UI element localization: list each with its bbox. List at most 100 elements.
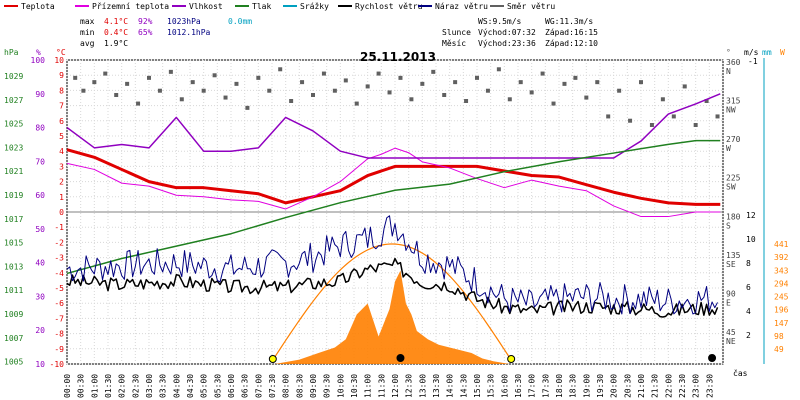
time-tick-label: 17:00 [528,374,537,398]
time-tick-label: 12:00 [391,374,400,398]
time-tick-label: 08:00 [282,374,291,398]
time-tick-label: 18:00 [555,374,564,398]
temp-unit: °C [56,48,66,57]
temp-tick-label: -1 [54,223,64,232]
time-tick-label: 01:30 [104,374,113,398]
info-moon-label: Měsíc [442,39,466,48]
w-tick-label: 196 [774,306,789,315]
temp-tick-label: 10 [54,56,64,65]
temp-tick-label: -2 [54,238,64,247]
hum-tick-label: 50 [35,225,45,234]
w-tick-label: 343 [774,266,789,275]
stat-hum-max: 92% [138,17,153,26]
wind-direction-point [103,71,108,76]
ms-tick-label: 8 [746,259,751,268]
stat-label-min: min [80,28,95,37]
wind-direction-point [551,101,556,106]
dir-compass-label: SW [726,183,736,192]
hum-unit: % [36,48,41,57]
ms-unit: m/s [744,48,759,57]
grid [66,59,724,365]
wind-direction-point [420,81,425,86]
dir-compass-label: SE [726,260,736,269]
ms-tick-label: 6 [746,283,751,292]
info-moon-rise: Východ:23:36 [478,39,536,48]
wind-direction-point [125,81,130,86]
time-tick-label: 00:00 [63,374,72,398]
radiation-fill [274,270,510,364]
temp-tick-label: -6 [54,299,64,308]
info-wg: WG:11.3m/s [545,17,593,26]
wind-direction-point [245,105,250,110]
stat-temp-avg: 1.9°C [104,39,128,48]
wind-direction-point [475,75,479,80]
wind-direction-point [147,75,151,80]
info-sun-set: Západ:16:15 [545,28,598,37]
sunset-marker [507,355,516,363]
temp-tick-label: 6 [59,117,64,126]
stat-hum-min: 65% [138,28,153,37]
wind-direction-point [453,80,458,85]
time-tick-label: 12:30 [405,374,414,398]
stat-label-avg: avg [80,39,95,48]
hpa-tick-label: 1027 [4,96,23,105]
wind-direction-point [431,69,436,74]
wind-direction-point [529,90,534,95]
legend-label-srazky: Srážky [300,2,329,11]
w-tick-label: 245 [774,293,789,302]
wind-direction-point [606,114,611,119]
stat-label-max: max [80,17,95,26]
info-ws: WS:9.5m/s [478,17,522,26]
sunrise-marker [268,355,277,363]
time-tick-label: 10:00 [336,374,345,398]
time-tick-label: 01:00 [90,374,99,398]
temp-tick-label: 0 [59,208,64,217]
wind-direction-point [518,80,523,85]
time-tick-label: 15:30 [487,374,496,398]
wind-direction-point [179,97,184,102]
wind-direction-point [354,101,359,106]
time-tick-label: 14:00 [446,374,455,398]
time-tick-label: 23:30 [705,374,714,398]
moonrise-marker [708,354,717,362]
wind-direction-point [398,75,403,80]
stat-press-max: 1023hPa [167,17,201,26]
ms-top-label: -1 [748,57,758,66]
dir-tick-label: 45 [726,328,736,337]
time-tick-label: 07:00 [254,374,263,398]
temp-tick-label: 9 [59,71,64,80]
moonset-marker [396,354,405,362]
wind-direction-point [201,88,206,93]
dir-compass-label: S [726,221,731,230]
wind-direction-point [92,80,97,85]
legend-label-rychlost: Rychlost větru [355,2,423,11]
temp-tick-label: -5 [54,284,64,293]
time-tick-label: 13:30 [432,374,441,398]
wind-direction-point [409,97,414,102]
w-tick-label: 147 [774,319,789,328]
time-tick-label: 21:30 [651,374,660,398]
temp-tick-label: 4 [59,147,64,156]
time-tick-label: 04:30 [186,374,195,398]
time-tick-label: 14:30 [459,374,468,398]
time-tick-label: 06:00 [227,374,236,398]
info-moon-set: Západ:12:10 [545,39,598,48]
wind-direction-point [485,88,490,93]
time-tick-label: 23:00 [692,374,701,398]
wind-direction-point [234,81,239,86]
wind-direction-point [573,75,578,80]
time-tick-label: 16:00 [500,374,509,398]
hum-tick-label: 60 [35,191,45,200]
time-tick-label: 13:00 [418,374,427,398]
time-tick-label: 08:30 [295,374,304,398]
hpa-tick-label: 1017 [4,215,23,224]
wind-direction-point [321,71,326,76]
wind-direction-point [617,88,622,93]
w-tick-label: 49 [774,345,784,354]
wind-direction-point [584,95,589,100]
ms-tick-label: 4 [746,307,751,316]
time-tick-label: 15:00 [473,374,482,398]
legend-label-naraz: Náraz větru [435,2,488,11]
wind-direction-point [136,101,141,106]
